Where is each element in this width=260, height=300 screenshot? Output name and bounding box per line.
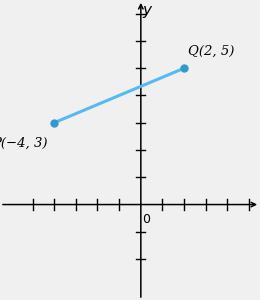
Text: Q(2, 5): Q(2, 5) bbox=[188, 44, 235, 57]
Text: y: y bbox=[143, 3, 152, 18]
Text: 0: 0 bbox=[142, 213, 150, 226]
Text: P(−4, 3): P(−4, 3) bbox=[0, 136, 48, 149]
